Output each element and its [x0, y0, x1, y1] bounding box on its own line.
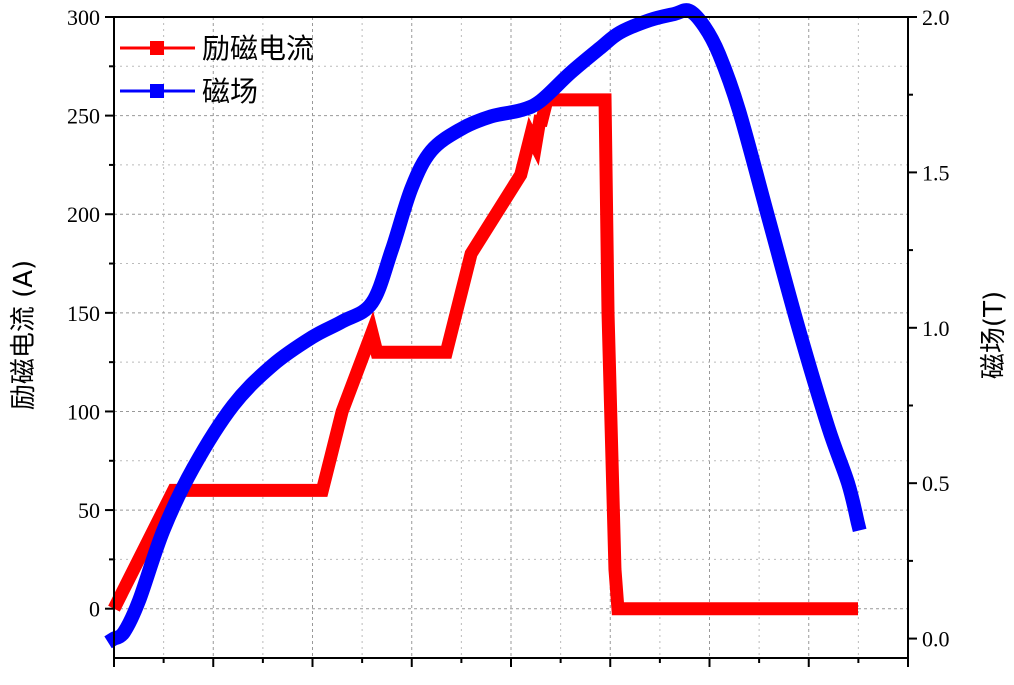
y-axis-left: 0 50 100 150 200 250 300 — [67, 5, 114, 622]
y2-tick-label: 0.0 — [922, 627, 950, 652]
y2-tick-label: 2.0 — [922, 5, 950, 30]
legend-label-current: 励磁电流 — [202, 32, 314, 65]
y2-tick-label: 0.5 — [922, 471, 950, 496]
y-tick-label: 50 — [78, 498, 100, 523]
y2-tick-label: 1.5 — [922, 160, 950, 185]
x-axis — [113, 658, 909, 667]
y-tick-label: 100 — [67, 399, 100, 424]
y-axis-title: 励磁电流 (A) — [9, 260, 39, 410]
series-line-field — [104, 3, 867, 649]
y-tick-label: 250 — [67, 104, 100, 129]
series-layer — [104, 3, 867, 649]
y2-axis-title: 磁场(T) — [979, 291, 1009, 379]
y-tick-label: 150 — [67, 301, 100, 326]
legend: 励磁电流 磁场 — [120, 32, 314, 108]
legend-label-field: 磁场 — [202, 75, 258, 108]
series-line-current — [108, 93, 858, 616]
y-tick-label: 200 — [67, 202, 100, 227]
y-axis-right: 0.0 0.5 1.0 1.5 2.0 — [908, 5, 950, 652]
y-tick-label: 300 — [67, 5, 100, 30]
legend-swatch-current-marker — [150, 41, 164, 55]
legend-swatch-field-marker — [150, 84, 164, 98]
y-tick-label: 0 — [89, 597, 100, 622]
y2-tick-label: 1.0 — [922, 316, 950, 341]
